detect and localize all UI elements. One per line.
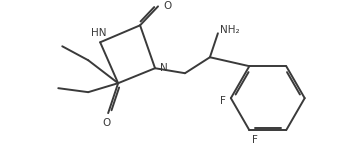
Text: O: O — [163, 1, 171, 11]
Text: F: F — [220, 96, 226, 106]
Text: F: F — [252, 135, 258, 145]
Text: O: O — [102, 118, 110, 128]
Text: N: N — [160, 63, 168, 73]
Text: NH₂: NH₂ — [220, 25, 239, 35]
Text: HN: HN — [91, 28, 107, 38]
